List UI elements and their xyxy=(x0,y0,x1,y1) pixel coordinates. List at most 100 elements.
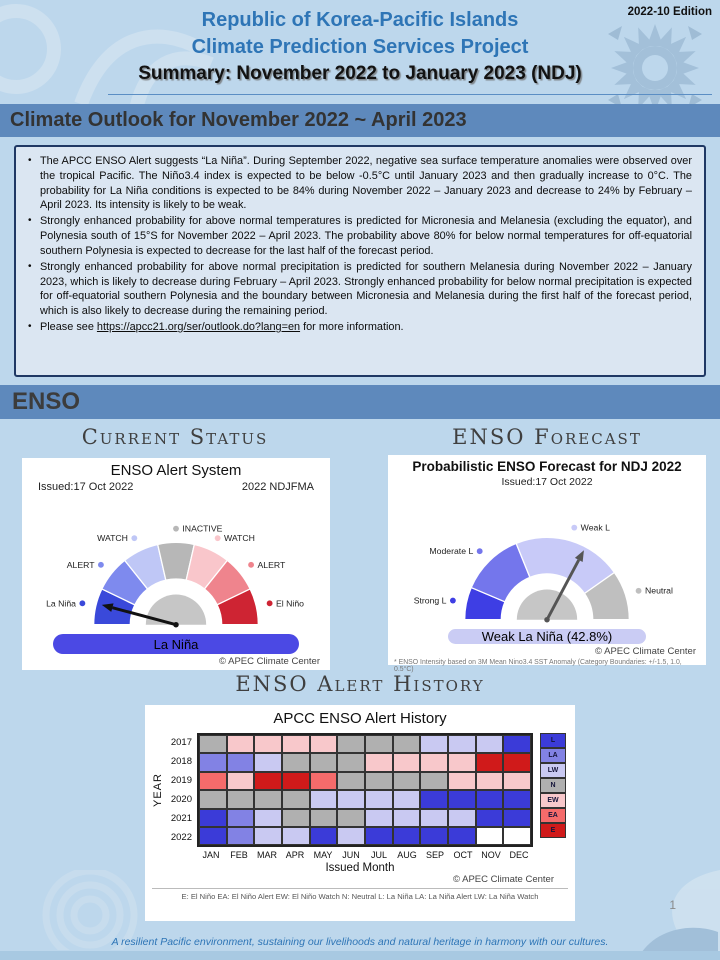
history-month-label: APR xyxy=(285,850,305,861)
header: 2022-10 Edition Republic of Korea-Pacifi… xyxy=(0,0,720,98)
enso-alert-system-card: ENSO Alert System Issued:17 Oct 2022 202… xyxy=(22,458,330,670)
history-cell xyxy=(420,826,448,846)
history-cell xyxy=(309,790,338,809)
gauge-label: ALERT xyxy=(257,560,285,570)
history-cell xyxy=(475,753,504,772)
enso-alert-history-card: APCC ENSO Alert History YEAR 2017 2018 201… xyxy=(145,705,575,921)
history-cell xyxy=(475,771,504,791)
history-year-labels: 2017 2018 2019 2020 2021 2022 xyxy=(165,733,197,847)
history-cell xyxy=(309,771,338,791)
history-cell xyxy=(281,735,310,754)
history-cell xyxy=(199,790,227,809)
history-cell xyxy=(392,826,421,846)
history-cell xyxy=(420,790,448,809)
header-divider xyxy=(108,94,712,95)
history-cell xyxy=(420,771,448,791)
gauge-label-dot xyxy=(97,561,104,568)
history-month-label: FEB xyxy=(230,850,248,861)
history-cell xyxy=(309,735,338,754)
history-cell xyxy=(309,826,338,846)
history-cell xyxy=(281,771,310,791)
history-cell xyxy=(337,826,365,846)
history-year-label: 2022 xyxy=(170,832,192,843)
history-legend-item: N xyxy=(540,778,566,793)
gauge-needle-head xyxy=(101,603,114,612)
gauge-label-dot xyxy=(214,535,221,542)
history-cell xyxy=(503,753,531,772)
link-suffix: for more information. xyxy=(300,321,404,334)
history-cell xyxy=(364,771,393,791)
history-cell xyxy=(392,790,421,809)
history-month-label: MAR xyxy=(257,850,277,861)
history-legend-item: EA xyxy=(540,808,566,823)
apec-credit: © APEC Climate Center xyxy=(453,874,554,886)
history-legend: L LA LW N EW EA E xyxy=(540,733,566,838)
history-cell xyxy=(226,790,255,809)
gauge-label-dot xyxy=(266,600,273,607)
gauge-label-dot xyxy=(173,525,179,532)
history-code-footnote: E: El Niño EA: El Niño Alert EW: El Niño… xyxy=(152,888,568,901)
issued-date: Issued:17 Oct 2022 xyxy=(501,476,593,488)
history-year-label: 2018 xyxy=(170,756,192,767)
gauge-label: WATCH xyxy=(97,533,128,543)
outlook-textbox: The APCC ENSO Alert suggests “La Niña”. … xyxy=(14,145,706,377)
gauge-label: ALERT xyxy=(67,560,95,570)
history-cell xyxy=(254,771,282,791)
history-cell xyxy=(475,790,504,809)
gauge-label: La Niña xyxy=(46,598,76,608)
outlook-bullet-list: The APCC ENSO Alert suggests “La Niña”. … xyxy=(26,154,692,335)
history-legend-item: LW xyxy=(540,763,566,778)
gauge-needle xyxy=(545,559,581,621)
history-cell xyxy=(364,753,393,772)
history-legend-item: E xyxy=(540,823,566,838)
gauge-needle-pivot xyxy=(173,621,179,628)
gauge-label: WATCH xyxy=(224,533,255,543)
history-cell xyxy=(503,771,531,791)
outlook-link[interactable]: https://apcc21.org/ser/outlook.do?lang=e… xyxy=(96,321,301,334)
history-cell xyxy=(199,771,227,791)
outlook-bullet-2: Strongly enhanced probability for above … xyxy=(26,214,692,258)
history-cell xyxy=(503,826,531,846)
enso-forecast-heading: ENSO Forecast xyxy=(452,425,642,449)
history-year-label: 2021 xyxy=(170,813,192,824)
history-cell xyxy=(420,753,448,772)
history-month-label: SEP xyxy=(425,850,444,861)
enso-banner: ENSO xyxy=(0,385,720,419)
project-title-line1: Republic of Korea-Pacific Islands xyxy=(201,9,519,31)
history-cell xyxy=(503,735,531,754)
history-month-label: JUL xyxy=(370,850,387,861)
history-cell xyxy=(447,808,476,827)
intensity-footnote: * ENSO Intensity based on 3M Mean Nino3.… xyxy=(394,659,682,674)
history-month-label: NOV xyxy=(481,850,501,861)
history-month-label: MAY xyxy=(313,850,333,861)
enso-forecast-gauge-svg: Strong L Moderate L Weak L Neutral xyxy=(414,523,673,623)
summary-title: Summary: November 2022 to January 2023 (… xyxy=(138,63,582,84)
history-cell xyxy=(392,753,421,772)
history-cell xyxy=(254,808,282,827)
history-cell xyxy=(447,753,476,772)
history-cell xyxy=(392,808,421,827)
gauge-title: Probabilistic ENSO Forecast for NDJ 2022 xyxy=(412,459,682,474)
footer-motto: A resilient Pacific environment, sustain… xyxy=(111,936,609,948)
history-month-label: JAN xyxy=(202,850,220,861)
history-cell xyxy=(364,826,393,846)
gauge-label: Strong L xyxy=(414,595,447,605)
history-cell xyxy=(420,735,448,754)
gauge-label-dot xyxy=(248,561,255,568)
history-cell xyxy=(337,753,365,772)
history-cell xyxy=(254,826,282,846)
history-cell xyxy=(309,808,338,827)
history-year-label: 2017 xyxy=(170,737,192,748)
history-cell xyxy=(447,826,476,846)
status-pill: Weak La Niña (42.8%) xyxy=(447,629,647,645)
gauge-label-dot xyxy=(79,600,86,607)
history-month-label: JUN xyxy=(342,850,360,861)
gauge-area: Strong L Moderate L Weak L Neutral xyxy=(392,488,702,627)
gauge-label-dot xyxy=(449,597,456,604)
history-cell xyxy=(254,790,282,809)
history-month-label: AUG xyxy=(397,850,417,861)
gauge-label-dot xyxy=(476,548,483,555)
alert-history-heading: ENSO Alert History xyxy=(235,672,485,696)
issued-date: Issued:17 Oct 2022 xyxy=(38,481,134,493)
